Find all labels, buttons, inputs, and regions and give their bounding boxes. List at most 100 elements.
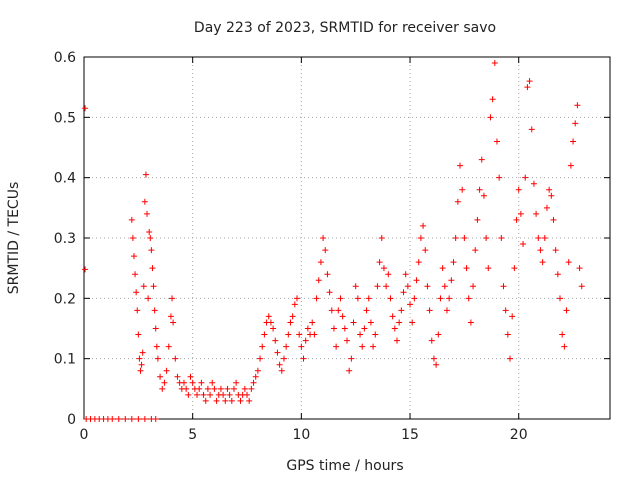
y-tick-label: 0.1 <box>54 352 76 368</box>
data-point <box>561 343 568 350</box>
data-point <box>152 325 159 332</box>
data-point <box>367 319 374 326</box>
data-point <box>380 265 387 272</box>
data-point <box>426 307 433 314</box>
data-point <box>487 114 494 121</box>
data-point <box>252 373 259 380</box>
data-point <box>163 367 170 374</box>
data-point <box>339 313 346 320</box>
data-point <box>570 138 577 145</box>
y-tick-label: 0.2 <box>54 291 76 307</box>
data-point <box>132 271 139 278</box>
data-point <box>557 295 564 302</box>
data-point <box>315 277 322 284</box>
data-point <box>470 283 477 290</box>
data-point <box>361 325 368 332</box>
y-tick-label: 0.6 <box>54 50 76 66</box>
data-point <box>237 397 244 404</box>
data-point <box>152 416 159 422</box>
data-point <box>478 156 485 163</box>
x-tick-label: 10 <box>292 427 310 443</box>
data-point <box>259 343 266 350</box>
data-point <box>463 265 470 272</box>
data-point <box>428 337 435 344</box>
data-point <box>474 216 481 223</box>
data-point <box>333 343 340 350</box>
y-axis-label: SRMTID / TECUs <box>6 182 22 295</box>
data-point <box>283 343 290 350</box>
data-point <box>326 289 333 296</box>
data-point <box>309 319 316 326</box>
data-point <box>154 355 161 362</box>
data-point <box>313 295 320 302</box>
data-point <box>187 373 194 380</box>
data-point <box>298 343 305 350</box>
data-point <box>520 241 527 248</box>
data-point <box>82 266 89 273</box>
data-point <box>341 325 348 332</box>
data-point <box>539 259 546 266</box>
data-point <box>304 325 311 332</box>
data-point <box>502 307 509 314</box>
data-point <box>213 397 220 404</box>
data-point <box>396 319 403 326</box>
data-point <box>170 319 177 326</box>
data-point <box>287 319 294 326</box>
data-points <box>82 60 585 422</box>
data-point <box>296 331 303 338</box>
grid-lines <box>84 57 610 419</box>
data-point <box>142 171 149 178</box>
data-point <box>563 307 570 314</box>
data-point <box>350 319 357 326</box>
data-point <box>533 210 540 217</box>
data-point <box>161 379 168 386</box>
data-point <box>165 343 172 350</box>
data-point <box>138 361 145 368</box>
x-tick-label: 20 <box>510 427 528 443</box>
data-point <box>233 379 240 386</box>
data-point <box>393 337 400 344</box>
x-axis-label: GPS time / hours <box>286 458 403 474</box>
data-point <box>400 289 407 296</box>
data-point <box>207 391 214 398</box>
data-point <box>136 355 143 362</box>
data-point <box>548 192 555 199</box>
data-point <box>441 283 448 290</box>
data-point <box>200 391 207 398</box>
data-point <box>230 385 237 392</box>
data-point <box>370 343 377 350</box>
plot-frame <box>83 56 611 420</box>
data-point <box>483 235 490 241</box>
data-point <box>153 343 160 350</box>
data-point <box>383 283 390 290</box>
data-point <box>448 277 455 284</box>
data-point <box>572 120 579 127</box>
data-point <box>248 385 255 392</box>
data-point <box>115 416 122 422</box>
data-point <box>328 307 335 314</box>
data-point <box>567 162 574 169</box>
data-point <box>517 210 524 217</box>
data-point <box>211 385 218 392</box>
data-point <box>146 228 153 235</box>
data-point <box>217 385 224 392</box>
x-tick-label: 5 <box>188 427 197 443</box>
data-point <box>135 416 142 422</box>
data-point <box>172 355 179 362</box>
data-point <box>204 385 211 392</box>
data-point <box>496 174 503 181</box>
data-point <box>289 313 296 320</box>
data-point <box>274 349 281 356</box>
data-point <box>157 373 164 380</box>
data-point <box>543 204 550 211</box>
data-point <box>302 337 309 344</box>
data-point <box>128 216 135 223</box>
data-point <box>389 313 396 320</box>
data-point <box>280 355 287 362</box>
data-point <box>535 235 542 241</box>
data-point <box>446 295 453 302</box>
data-point <box>480 192 487 199</box>
data-point <box>270 325 277 332</box>
data-point <box>491 60 498 67</box>
y-tick-label: 0.5 <box>54 110 76 126</box>
